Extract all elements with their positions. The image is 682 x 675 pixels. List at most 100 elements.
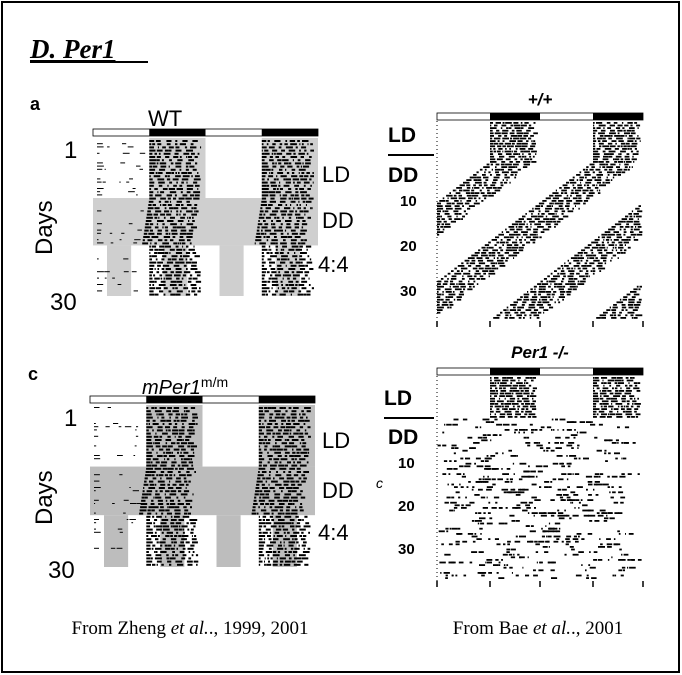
activity <box>557 272 560 275</box>
activity <box>456 283 458 285</box>
activity <box>284 229 287 232</box>
activity <box>589 163 595 166</box>
activity <box>588 494 592 496</box>
activity <box>261 188 269 190</box>
activity <box>486 259 494 262</box>
activity <box>461 504 464 507</box>
activity <box>517 400 522 403</box>
activity <box>589 566 596 569</box>
activity <box>297 242 301 245</box>
activity <box>632 400 637 403</box>
activity <box>531 483 537 486</box>
activity <box>181 416 188 419</box>
activity <box>485 421 491 423</box>
activity <box>190 143 194 146</box>
activity <box>146 432 151 435</box>
activity <box>541 213 545 215</box>
activity <box>284 451 290 454</box>
activity <box>506 231 510 233</box>
activity <box>525 213 527 215</box>
activity <box>296 522 301 525</box>
activity <box>516 455 518 457</box>
activity <box>146 419 150 422</box>
activity <box>531 429 535 431</box>
activity <box>603 382 607 384</box>
activity <box>267 258 272 261</box>
activity <box>162 255 167 258</box>
activity <box>612 306 618 309</box>
activity <box>258 528 262 531</box>
activity <box>263 416 265 419</box>
activity <box>455 491 460 494</box>
activity <box>468 481 471 483</box>
activity <box>182 245 184 248</box>
activity <box>611 135 613 137</box>
activity <box>261 284 267 286</box>
activity <box>160 477 162 480</box>
activity <box>546 426 552 429</box>
activity <box>572 553 579 556</box>
activity <box>518 153 521 155</box>
activity <box>637 135 639 137</box>
activity <box>626 400 630 403</box>
activity <box>300 503 303 505</box>
activity <box>149 143 152 146</box>
activity <box>626 408 632 410</box>
activity <box>272 445 275 448</box>
activity <box>161 519 169 521</box>
activity <box>586 184 590 187</box>
activity <box>478 551 484 553</box>
activity <box>615 390 619 392</box>
activity <box>620 501 624 504</box>
activity <box>593 155 600 158</box>
activity <box>626 161 632 163</box>
activity <box>624 163 629 166</box>
actograms <box>89 112 644 587</box>
activity <box>490 379 492 382</box>
activity <box>289 519 295 521</box>
activity <box>558 218 564 220</box>
activity <box>586 194 594 197</box>
activity <box>600 257 607 259</box>
activity <box>544 210 550 213</box>
activity <box>304 419 310 422</box>
activity <box>258 216 265 219</box>
activity <box>606 309 611 311</box>
activity <box>623 553 629 556</box>
activity <box>535 153 537 155</box>
activity <box>532 155 535 158</box>
activity <box>279 467 287 470</box>
activity <box>463 473 465 475</box>
activity <box>162 226 164 229</box>
activity <box>472 285 475 288</box>
activity <box>528 210 535 213</box>
activity <box>506 145 511 148</box>
activity <box>444 288 452 291</box>
activity <box>623 145 627 148</box>
activity <box>281 255 288 258</box>
activity <box>542 288 546 291</box>
activity <box>174 458 176 461</box>
activity <box>505 395 513 397</box>
activity <box>146 461 151 464</box>
activity <box>270 242 276 245</box>
activity <box>558 288 564 291</box>
activity <box>188 229 194 232</box>
activity <box>560 442 564 444</box>
activity <box>541 535 545 538</box>
activity <box>279 293 286 296</box>
activity <box>258 455 262 457</box>
activity <box>274 461 278 464</box>
activity <box>462 449 468 452</box>
activity <box>276 152 283 155</box>
activity <box>156 551 158 553</box>
activity <box>294 455 301 457</box>
activity <box>586 265 592 267</box>
activity <box>604 231 611 233</box>
activity <box>274 506 280 509</box>
activity <box>505 158 511 161</box>
activity <box>490 161 497 163</box>
activity <box>565 283 570 285</box>
activity <box>493 257 495 259</box>
activity <box>614 512 620 514</box>
